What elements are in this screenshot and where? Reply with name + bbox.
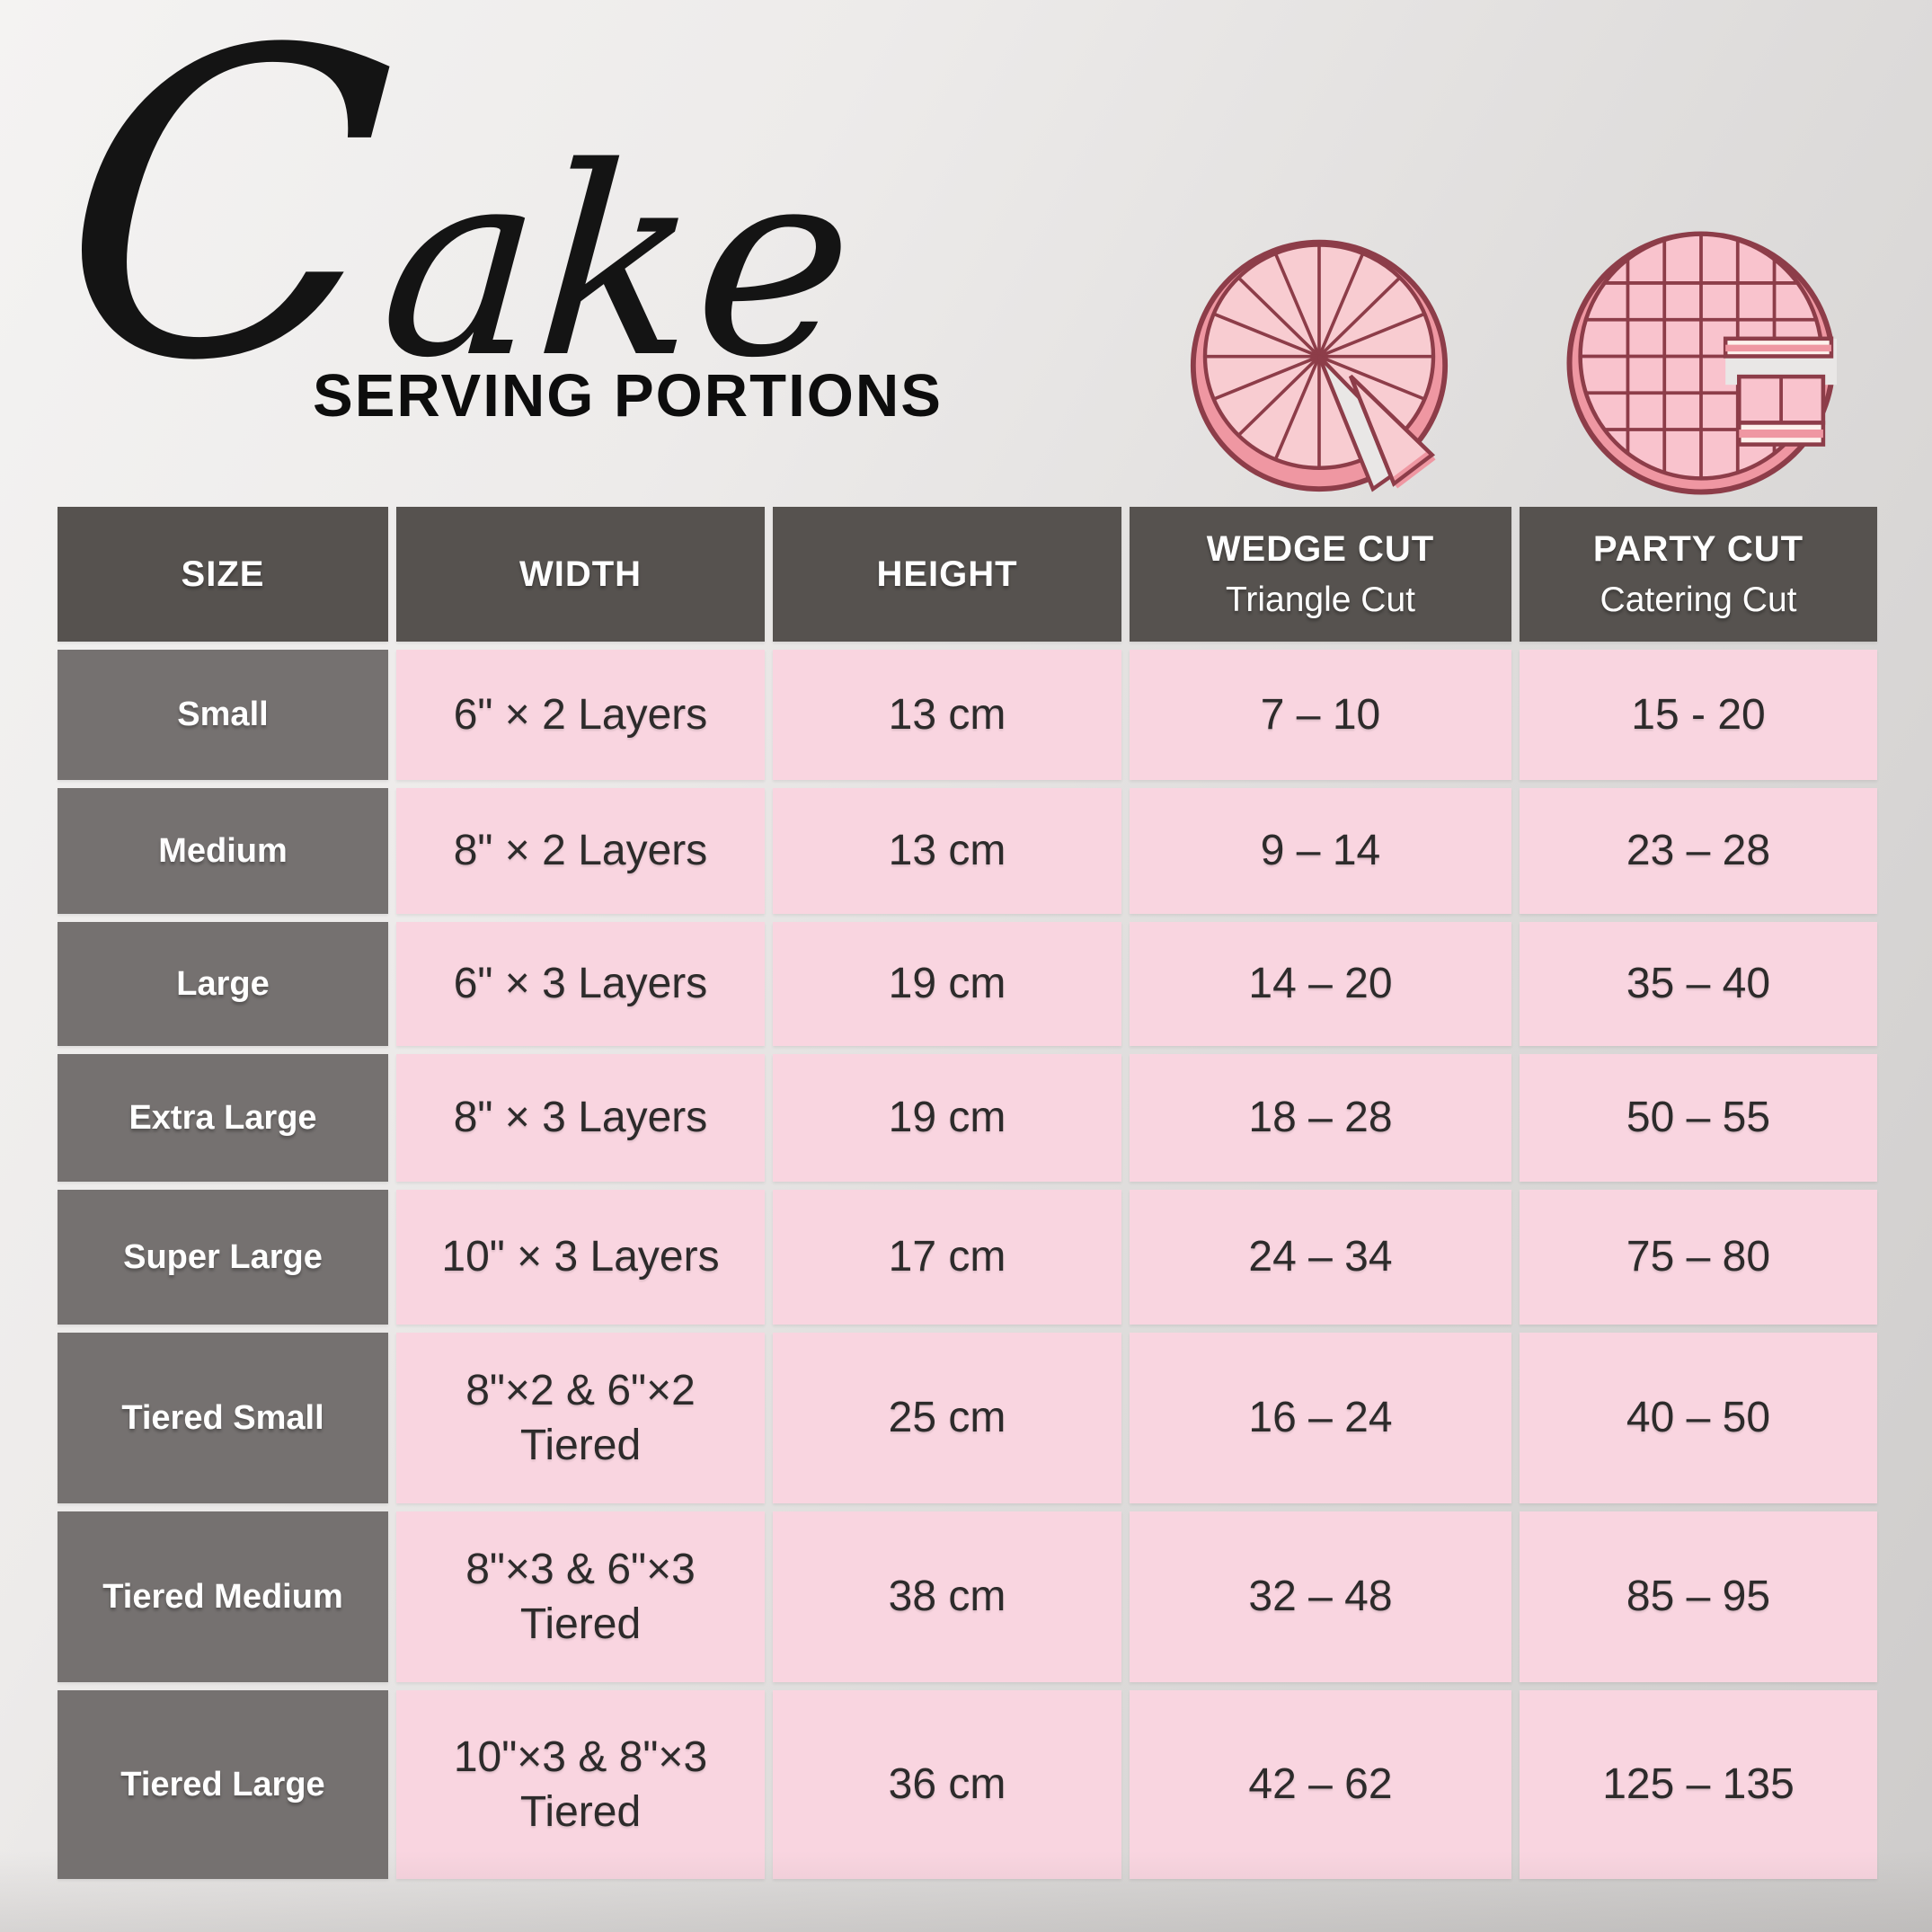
width-value: 6" × 2 Layers bbox=[453, 690, 708, 739]
width-value: 8" × 2 Layers bbox=[453, 827, 708, 875]
width-value-line2: Tiered bbox=[519, 1600, 642, 1648]
cell-wedge-cut: 18 – 28 bbox=[1130, 1054, 1511, 1182]
cell-height: 17 cm bbox=[773, 1190, 1121, 1325]
row-size-label: Medium bbox=[58, 788, 388, 914]
cell-party-cut: 50 – 55 bbox=[1520, 1054, 1877, 1182]
width-value: 10" × 3 Layers bbox=[441, 1233, 720, 1281]
cell-height: 36 cm bbox=[773, 1690, 1121, 1879]
cell-party-cut: 15 - 20 bbox=[1520, 650, 1877, 780]
col-header-size: SIZE bbox=[58, 507, 388, 642]
party-cut-cake-icon bbox=[1565, 225, 1837, 496]
row-size-label: Tiered Large bbox=[58, 1690, 388, 1879]
row-size-label: Large bbox=[58, 922, 388, 1046]
cell-height: 25 cm bbox=[773, 1333, 1121, 1503]
cell-wedge-cut: 42 – 62 bbox=[1130, 1690, 1511, 1879]
cell-wedge-cut: 14 – 20 bbox=[1130, 922, 1511, 1046]
cell-party-cut: 40 – 50 bbox=[1520, 1333, 1877, 1503]
row-size-label: Small bbox=[58, 650, 388, 780]
width-value-line2: Tiered bbox=[519, 1788, 642, 1836]
cell-height: 19 cm bbox=[773, 922, 1121, 1046]
col-header-title: HEIGHT bbox=[876, 554, 1018, 594]
width-value-line2: Tiered bbox=[519, 1422, 642, 1469]
col-header-wedge-cut: WEDGE CUT Triangle Cut bbox=[1130, 507, 1511, 642]
col-header-title: PARTY CUT bbox=[1592, 528, 1804, 569]
col-header-height: HEIGHT bbox=[773, 507, 1121, 642]
width-value: 8" × 3 Layers bbox=[453, 1094, 708, 1142]
cell-width: 10" × 3 Layers bbox=[396, 1190, 765, 1325]
cell-height: 13 cm bbox=[773, 788, 1121, 914]
col-header-title: WEDGE CUT bbox=[1206, 528, 1435, 569]
title-subtitle: SERVING PORTIONS bbox=[313, 362, 943, 430]
cell-wedge-cut: 32 – 48 bbox=[1130, 1511, 1511, 1682]
title-script: Cake bbox=[47, 0, 863, 453]
row-size-label: Super Large bbox=[58, 1190, 388, 1325]
cell-width: 10"×3 & 8"×3 Tiered bbox=[396, 1690, 765, 1879]
cell-party-cut: 75 – 80 bbox=[1520, 1190, 1877, 1325]
cell-party-cut: 35 – 40 bbox=[1520, 922, 1877, 1046]
cell-width: 6" × 2 Layers bbox=[396, 650, 765, 780]
serving-portions-table: SIZE WIDTH HEIGHT WEDGE CUT Triangle Cut… bbox=[58, 507, 1877, 1879]
col-header-subtitle: Triangle Cut bbox=[1226, 580, 1415, 619]
cell-wedge-cut: 9 – 14 bbox=[1130, 788, 1511, 914]
col-header-subtitle: Catering Cut bbox=[1600, 580, 1797, 619]
cell-width: 8"×3 & 6"×3 Tiered bbox=[396, 1511, 765, 1682]
width-value: 10"×3 & 8"×3 bbox=[453, 1733, 708, 1781]
row-size-label: Tiered Medium bbox=[58, 1511, 388, 1682]
width-value: 6" × 3 Layers bbox=[453, 960, 708, 1008]
cell-width: 8"×2 & 6"×2 Tiered bbox=[396, 1333, 765, 1503]
cell-party-cut: 125 – 135 bbox=[1520, 1690, 1877, 1879]
col-header-title: SIZE bbox=[181, 554, 265, 594]
cell-wedge-cut: 24 – 34 bbox=[1130, 1190, 1511, 1325]
wedge-cut-cake-icon bbox=[1188, 230, 1450, 496]
cell-wedge-cut: 7 – 10 bbox=[1130, 650, 1511, 780]
width-value: 8"×2 & 6"×2 bbox=[465, 1366, 696, 1414]
col-header-width: WIDTH bbox=[396, 507, 765, 642]
row-size-label: Extra Large bbox=[58, 1054, 388, 1182]
row-size-label: Tiered Small bbox=[58, 1333, 388, 1503]
cell-width: 8" × 2 Layers bbox=[396, 788, 765, 914]
cell-height: 19 cm bbox=[773, 1054, 1121, 1182]
cell-height: 38 cm bbox=[773, 1511, 1121, 1682]
cell-height: 13 cm bbox=[773, 650, 1121, 780]
cell-width: 8" × 3 Layers bbox=[396, 1054, 765, 1182]
col-header-title: WIDTH bbox=[518, 554, 643, 594]
width-value: 8"×3 & 6"×3 bbox=[465, 1545, 696, 1593]
cell-wedge-cut: 16 – 24 bbox=[1130, 1333, 1511, 1503]
cell-width: 6" × 3 Layers bbox=[396, 922, 765, 1046]
cell-party-cut: 23 – 28 bbox=[1520, 788, 1877, 914]
col-header-party-cut: PARTY CUT Catering Cut bbox=[1520, 507, 1877, 642]
cell-party-cut: 85 – 95 bbox=[1520, 1511, 1877, 1682]
